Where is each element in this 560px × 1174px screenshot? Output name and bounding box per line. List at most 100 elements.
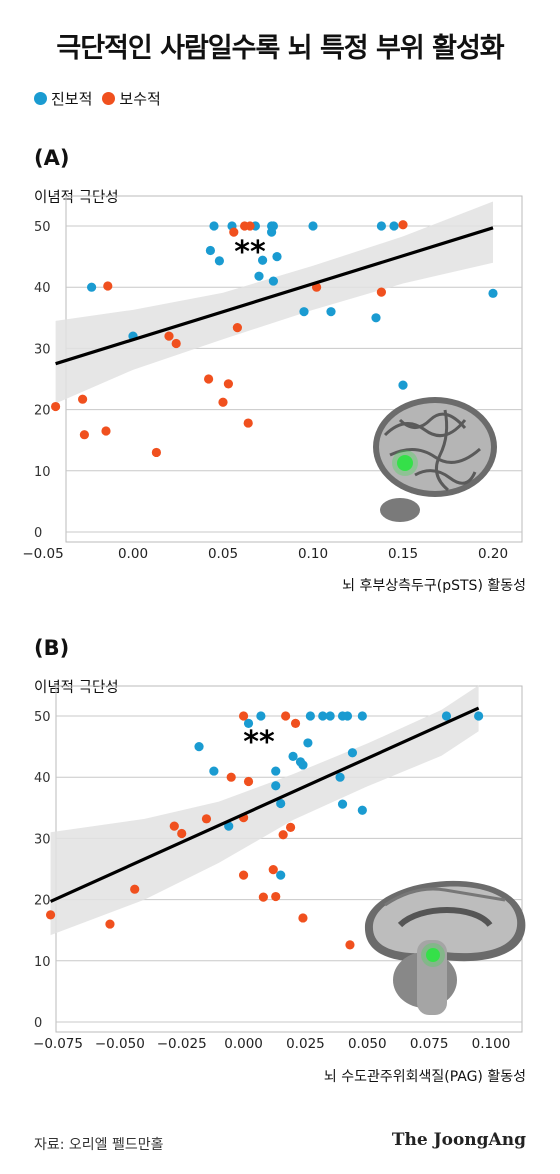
panel-a-label: (A) [34,146,70,170]
conservative-point-b [278,830,288,840]
conservative-point-b [201,814,212,824]
conservative-point-b [285,822,296,832]
significance-mark-a: ** [234,235,266,270]
xtick-label-b: 0.000 [224,1036,263,1052]
conservative-point-a [245,221,255,231]
conservative-point-b [169,821,179,831]
conservative-point-a [223,379,233,389]
brand-logo: The JoongAng [391,1130,526,1150]
xtick-label-a: 0.05 [208,546,238,562]
conservative-point-b [177,828,187,839]
liberal-point-b [357,711,367,721]
conservative-point-b [130,884,140,894]
liberal-point-a [205,245,215,256]
liberal-point-b [298,760,308,770]
liberal-point-b [243,718,254,728]
ytick-label-b: 30 [34,832,51,847]
liberal-point-a [389,221,399,231]
liberal-point-a [268,276,278,286]
panel-b-ylabel: 이념적 극단성 [34,680,119,696]
conservative-point-b [243,776,254,787]
conservative-point-a [103,281,113,291]
liberal-point-a [209,221,219,231]
xtick-label-a: −0.05 [22,546,63,562]
xtick-label-a: 0.15 [388,546,418,562]
conservative-point-b [105,919,115,929]
liberal-point-b [335,772,345,782]
conservative-point-b [258,892,268,902]
xtick-label-b: 0.075 [410,1036,449,1052]
liberal-point-a [258,255,268,265]
liberal-point-b [288,751,298,761]
significance-mark-b: ** [243,725,275,760]
legend-item-conservative: 보수적 [102,88,161,109]
liberal-point-b [276,870,286,880]
liberal-point-b [337,799,348,809]
conservative-point-a [232,322,242,333]
pSTS-highlight [397,455,413,471]
liberal-point-b [474,711,484,721]
ytick-label-a: 20 [34,404,51,419]
liberal-point-a [488,288,498,298]
ytick-label-a: 50 [34,220,51,235]
liberal-point-b [357,805,367,815]
chart-title: 극단적인 사람일수록 뇌 특정 부위 활성화 [56,33,504,64]
PAG-highlight [426,948,440,962]
ytick-label-b: 20 [34,894,51,909]
conservative-point-a [376,287,386,297]
liberal-point-b [271,766,281,776]
liberal-point-b [276,798,286,809]
ytick-label-a: 10 [34,465,51,480]
conservative-point-a [171,338,181,349]
liberal-point-b [194,742,204,752]
ytick-label-b: 10 [34,955,51,970]
liberal-point-a [268,221,278,231]
conservative-point-a [78,394,88,404]
ytick-label-b: 0 [34,1016,42,1031]
conservative-point-a [218,397,228,407]
liberal-point-a [214,256,224,266]
confidence-band-b [50,685,479,936]
liberal-point-a [87,282,97,292]
liberal-point-b [305,711,315,721]
confidence-band-a [55,201,493,404]
legend: 진보적 보수적 [34,88,171,109]
conservative-point-a [243,418,253,428]
conservative-point-a [164,331,174,341]
conservative-point-b [345,940,355,950]
conservative-point-b [45,910,56,920]
legend-label-conservative: 보수적 [119,90,161,108]
liberal-point-b [303,738,313,748]
conservative-point-a [398,220,408,230]
liberal-dot-icon [34,92,47,105]
ytick-label-a: 0 [34,526,42,541]
ytick-label-b: 40 [34,771,51,786]
liberal-point-b [325,711,335,721]
panel-a-xlabel: 뇌 후부상측두구(pSTS) 활동성 [342,578,526,594]
liberal-point-b [347,748,358,758]
conservative-point-b [281,711,291,721]
xtick-label-b: 0.025 [286,1036,325,1052]
liberal-point-b [342,711,353,721]
conservative-point-b [226,772,236,782]
ytick-label-b: 50 [34,710,51,725]
liberal-point-b [209,766,219,776]
liberal-point-a [299,307,309,317]
liberal-point-a [308,221,318,231]
liberal-point-a [326,307,336,317]
liberal-point-a [254,271,264,281]
conservative-point-a [229,227,239,237]
xtick-label-b: −0.025 [157,1036,207,1052]
liberal-point-b [256,711,266,721]
panel-a-chart: 0 10 20 30 40 50 −0.05 0.00 0.05 0.10 0.15 0.20 ** [22,195,523,562]
liberal-point-b [224,821,234,831]
conservative-point-a [51,401,61,412]
liberal-point-b [271,781,281,791]
conservative-point-b [271,891,281,902]
conservative-point-b [290,718,301,728]
source-note: 자료: 오리엘 펠드만홀 [34,1137,164,1153]
regression-line-a [55,226,494,366]
panel-b-label: (B) [34,636,70,660]
legend-item-liberal: 진보적 [34,88,92,109]
regression-line-b [49,706,480,903]
